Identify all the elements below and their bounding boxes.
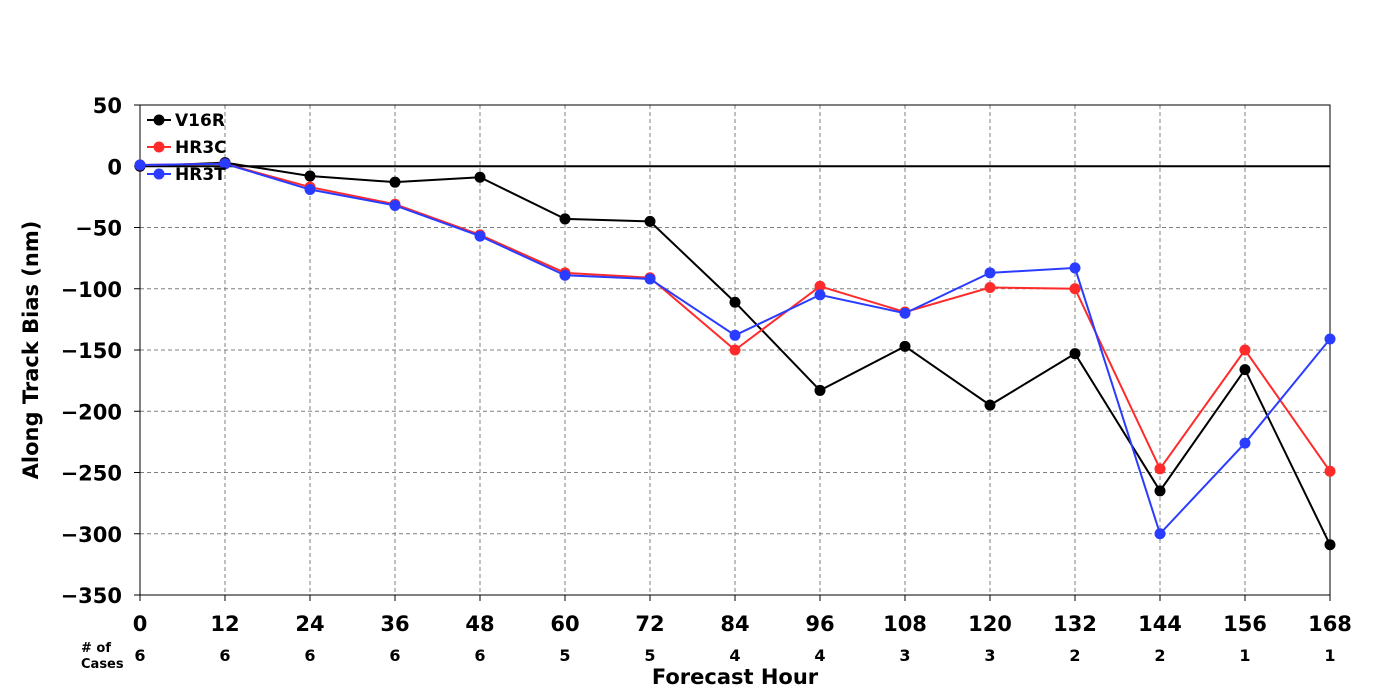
legend-item-v16r: V16R <box>147 111 225 131</box>
data-point-hr3t <box>134 159 146 171</box>
y-axis-label: Along Track Bias (nm) <box>19 221 43 480</box>
cases-label: # of Cases <box>81 641 124 672</box>
data-point-v16r <box>559 213 571 225</box>
data-point-hr3t <box>219 158 231 170</box>
data-point-hr3c <box>1324 465 1336 477</box>
data-point-v16r <box>984 399 996 411</box>
data-point-hr3t <box>304 184 316 196</box>
x-tick-label: 132 <box>1053 612 1097 636</box>
data-point-v16r <box>814 384 826 396</box>
data-point-hr3t <box>814 289 826 301</box>
data-point-v16r <box>644 215 656 227</box>
x-tick-label: 60 <box>550 612 579 636</box>
x-tick-label: 36 <box>380 612 409 636</box>
data-point-hr3t <box>559 269 571 281</box>
data-point-v16r <box>899 340 911 352</box>
x-tick-label: 156 <box>1223 612 1267 636</box>
y-tick-label: 0 <box>107 155 122 179</box>
y-tick-label: −250 <box>61 462 122 486</box>
data-point-v16r <box>1239 364 1251 376</box>
legend-swatch-marker <box>153 141 165 153</box>
case-count: 1 <box>1324 646 1335 665</box>
legend: V16R HR3C HR3T <box>147 111 227 185</box>
data-point-hr3t <box>899 307 911 319</box>
series <box>134 157 1336 551</box>
legend-swatch-marker <box>153 168 165 180</box>
data-point-v16r <box>474 171 486 183</box>
case-count: 6 <box>474 646 485 665</box>
legend-swatch-marker <box>153 114 165 126</box>
case-count: 2 <box>1069 646 1080 665</box>
data-point-hr3t <box>1239 437 1251 449</box>
data-point-hr3t <box>474 230 486 242</box>
case-count: 3 <box>899 646 910 665</box>
x-tick-label: 168 <box>1308 612 1352 636</box>
x-tick-label: 72 <box>635 612 664 636</box>
x-axis-label: Forecast Hour <box>652 665 819 689</box>
legend-item-hr3t: HR3T <box>147 165 226 185</box>
case-count: 2 <box>1154 646 1165 665</box>
data-point-hr3c <box>1154 463 1166 475</box>
y-tick-label: −150 <box>61 339 122 363</box>
data-point-v16r <box>1154 485 1166 497</box>
data-point-hr3c <box>729 344 741 356</box>
y-tick-label: −350 <box>61 584 122 608</box>
data-point-v16r <box>304 170 316 182</box>
x-tick-label: 84 <box>720 612 749 636</box>
data-point-hr3t <box>1154 528 1166 540</box>
data-point-hr3t <box>729 329 741 341</box>
x-tick-label: 108 <box>883 612 927 636</box>
y-tick-label: −50 <box>75 217 122 241</box>
data-point-hr3c <box>814 280 826 292</box>
x-tick-label: 12 <box>210 612 239 636</box>
data-point-v16r <box>729 296 741 308</box>
case-count: 4 <box>729 646 740 665</box>
y-axis-ticks: 50 0 −50 −100 −150 −200 −250 −300 −350 <box>61 94 140 608</box>
legend-label: V16R <box>175 111 225 131</box>
data-point-hr3t <box>389 199 401 211</box>
series-hr3t <box>134 158 1336 540</box>
legend-label: HR3T <box>175 165 226 185</box>
data-point-hr3t <box>984 267 996 279</box>
case-count: 5 <box>559 646 570 665</box>
data-point-hr3t <box>1069 262 1081 274</box>
cases-row: # of Cases 6 6 6 6 6 5 5 4 4 3 3 2 2 1 1 <box>81 641 1336 672</box>
x-axis-ticks: 0 12 24 36 48 60 72 84 96 108 120 132 144 156 168 <box>133 595 1352 636</box>
case-count: 6 <box>304 646 315 665</box>
x-tick-label: 120 <box>968 612 1012 636</box>
data-point-v16r <box>1069 348 1081 360</box>
case-count: 3 <box>984 646 995 665</box>
case-count: 4 <box>814 646 825 665</box>
case-count: 6 <box>219 646 230 665</box>
data-point-hr3c <box>984 282 996 294</box>
case-count: 6 <box>134 646 145 665</box>
y-tick-label: 50 <box>93 94 122 118</box>
data-point-hr3c <box>1239 344 1251 356</box>
data-point-v16r <box>1324 539 1336 551</box>
y-tick-label: −200 <box>61 400 122 424</box>
data-point-hr3t <box>644 273 656 285</box>
x-tick-label: 0 <box>133 612 148 636</box>
y-tick-label: −300 <box>61 523 122 547</box>
case-count: 1 <box>1239 646 1250 665</box>
legend-label: HR3C <box>175 138 227 158</box>
data-point-v16r <box>389 176 401 188</box>
case-count: 6 <box>389 646 400 665</box>
x-tick-label: 96 <box>805 612 834 636</box>
x-tick-label: 48 <box>465 612 494 636</box>
data-point-hr3t <box>1324 333 1336 345</box>
case-count: 5 <box>644 646 655 665</box>
data-point-hr3c <box>1069 283 1081 295</box>
legend-item-hr3c: HR3C <box>147 138 227 158</box>
y-tick-label: −100 <box>61 278 122 302</box>
x-tick-label: 144 <box>1138 612 1182 636</box>
x-tick-label: 24 <box>295 612 324 636</box>
